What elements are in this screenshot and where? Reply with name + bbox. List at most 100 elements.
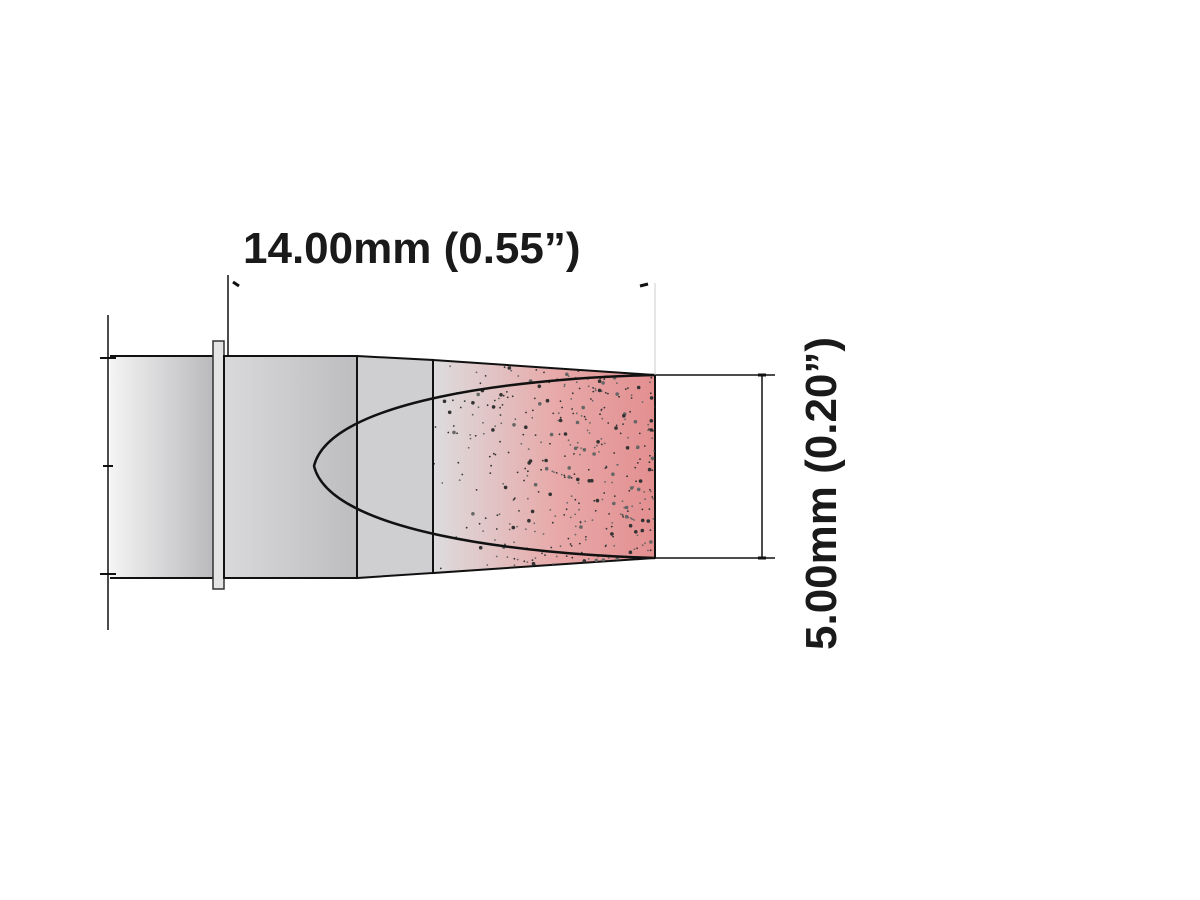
speckle [574,533,577,536]
speckle [641,508,644,511]
speckle [486,404,489,407]
speckle [553,471,555,473]
speckle [514,418,517,421]
speckle [509,523,511,525]
speckle [527,497,529,500]
speckle [650,456,655,461]
speckle [605,466,608,469]
speckle [577,370,580,372]
speckle [631,505,634,508]
speckle [649,540,653,544]
speckle [578,387,581,390]
speckle [630,397,633,399]
speckle [567,439,570,442]
bevel-curve [312,373,656,560]
speckle [596,440,600,444]
speckle [491,428,495,432]
speckle [544,458,548,463]
speckle [567,466,571,470]
speckle [533,563,536,566]
speckle [526,474,529,477]
speckle [619,513,622,516]
speckle [574,525,577,528]
speckle [566,501,569,504]
speckle [593,366,595,369]
speckle [615,424,618,427]
speckle [518,510,520,512]
speckle [508,528,511,531]
speckle [502,394,505,397]
speckle [571,408,573,410]
speckle [548,492,552,497]
speckle [630,394,633,397]
speckle [567,375,570,377]
speckle [613,452,616,454]
speckle [638,369,641,371]
speckle [471,413,474,416]
speckle [597,379,602,384]
speckle [557,419,560,422]
speckle [449,365,451,368]
speckle [612,535,614,538]
speckle [563,432,568,436]
flange [212,340,225,590]
speckle [542,533,545,535]
speckle [608,513,610,515]
speckle [558,433,561,436]
speckle [572,412,575,415]
speckle [592,452,596,456]
speckle [499,393,503,397]
speckle [636,445,640,450]
speckle [649,419,654,423]
speckle [500,422,503,425]
speckle [558,418,563,423]
speckle [563,385,566,388]
speckle [599,570,602,573]
speckle [594,558,599,563]
speckle [576,441,579,444]
speckle [605,360,608,362]
speckle [634,466,637,469]
speckle [640,528,645,533]
speckle [607,392,609,395]
speckle [512,423,516,427]
speckle [614,426,618,430]
speckle [479,382,482,385]
speckle [629,410,631,413]
speckle [647,429,649,432]
speckle [565,372,569,377]
speckle [641,401,644,403]
speckle [507,366,512,370]
speckle [570,398,573,400]
speckle [601,381,605,385]
speckle [632,364,637,369]
speckle [649,549,652,552]
speckle [622,414,626,418]
speckle [459,406,462,409]
speckle [495,555,498,558]
speckle [630,517,632,520]
speckle [611,522,614,524]
speckle [535,369,538,371]
speckle [555,555,558,558]
speckle [493,399,496,402]
speckle [494,539,496,541]
speckle [628,550,633,555]
speckle [624,418,626,421]
speckle [494,453,497,456]
speckle [541,459,544,462]
speckle [580,415,583,417]
speckle [648,508,651,510]
speckle [561,406,563,409]
speckle [600,408,603,411]
speckle [537,570,542,573]
speckle [577,482,580,484]
speckle [499,406,501,409]
speckle [612,501,616,506]
speckle [630,568,633,571]
speckle [498,513,501,516]
speckle [636,547,638,550]
speckle [471,512,475,516]
speckle [611,481,613,484]
speckle [534,530,536,533]
